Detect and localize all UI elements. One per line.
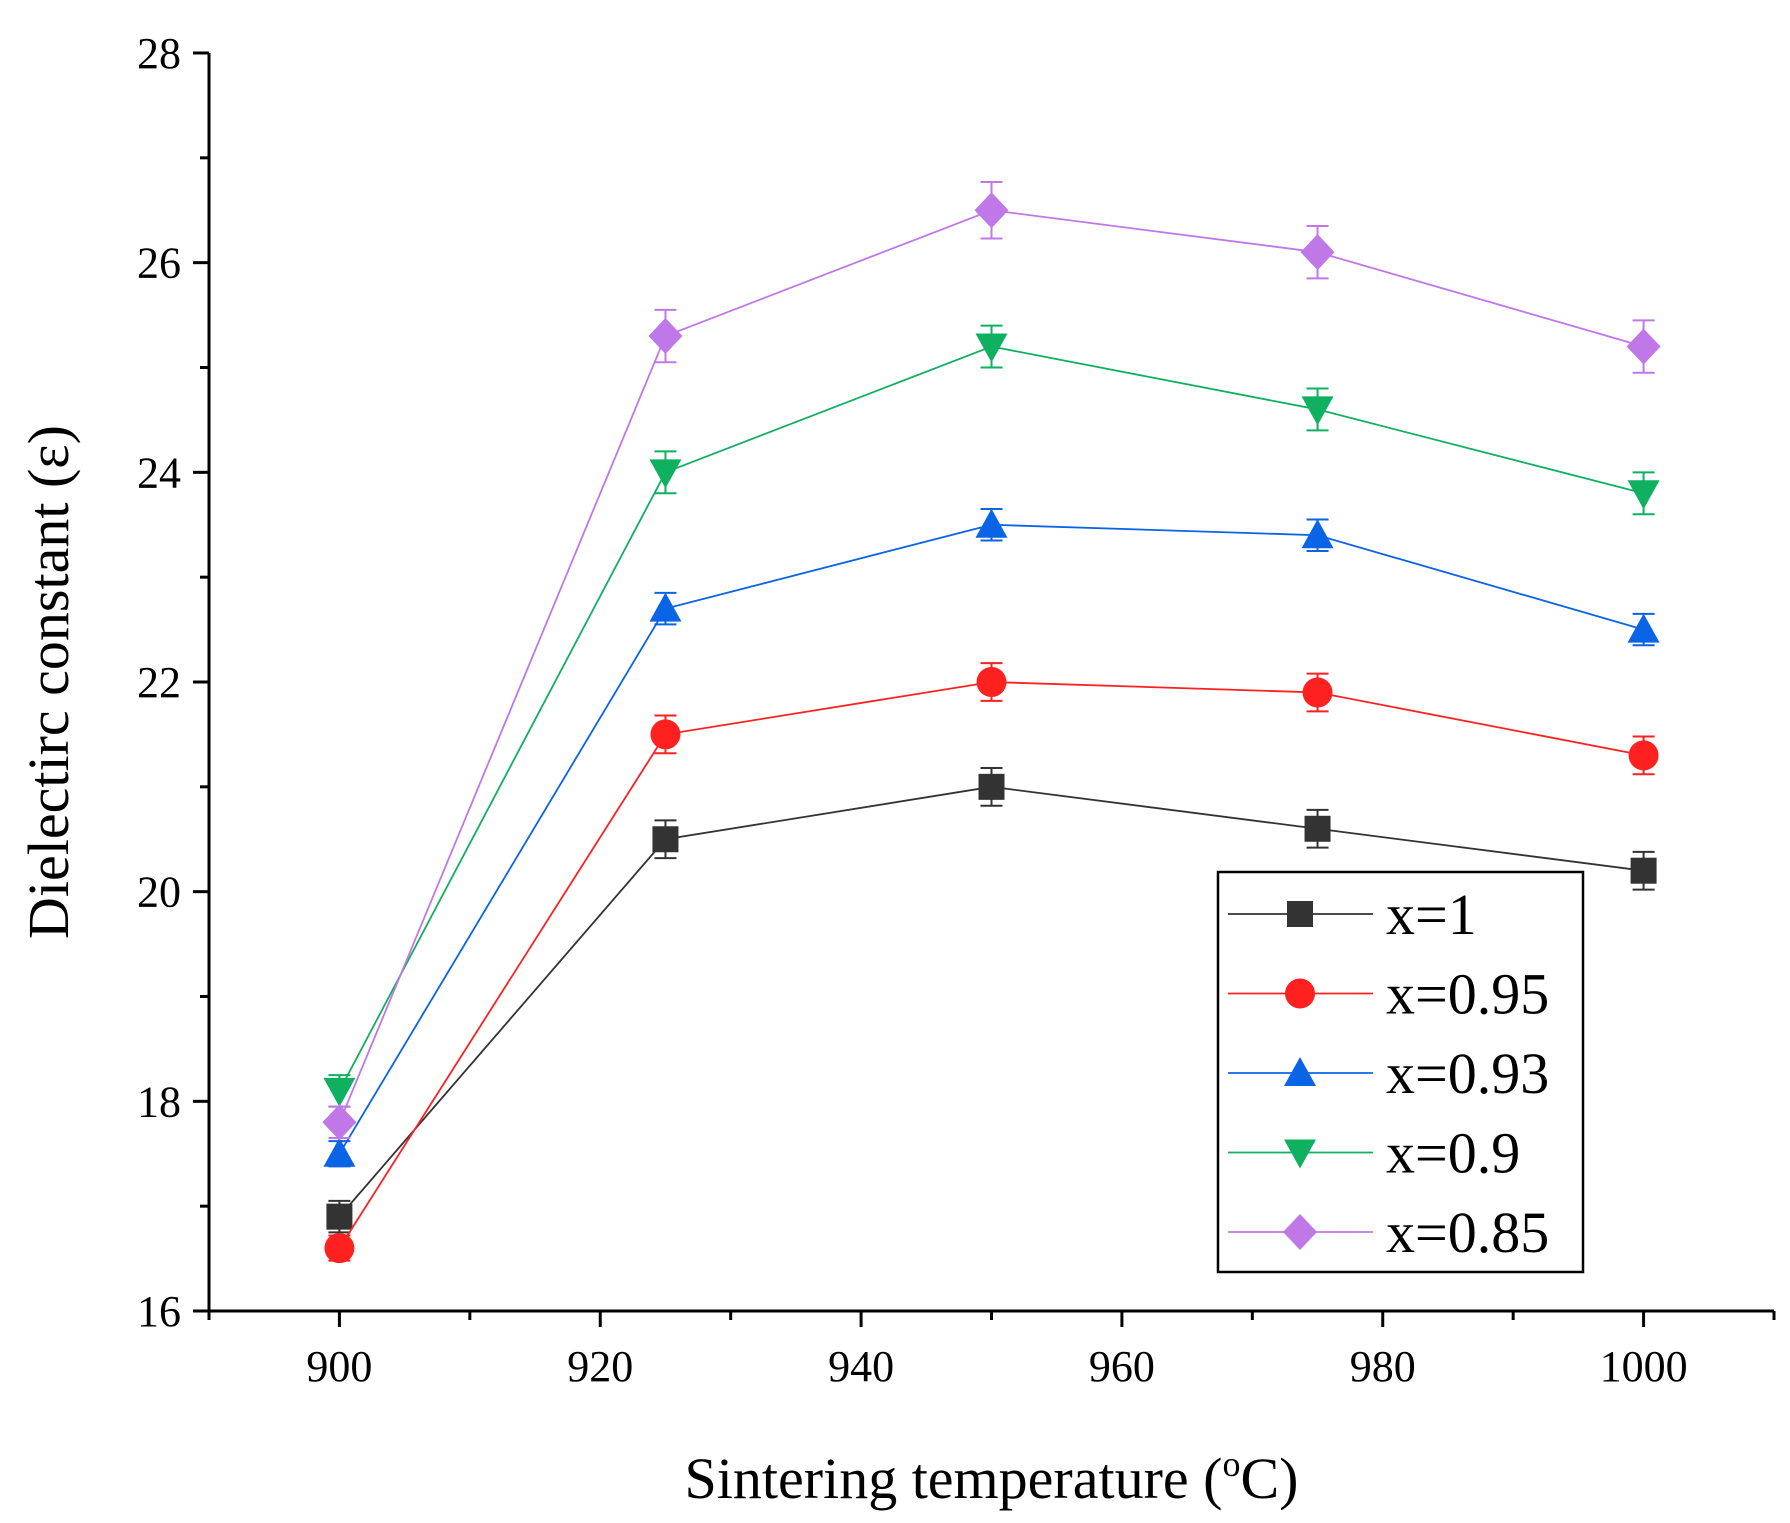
data-point [974,192,1009,229]
data-point [322,1104,357,1141]
x-tick-label: 960 [1089,1342,1155,1391]
data-point [1630,857,1657,884]
x-tick-label: 1000 [1600,1342,1688,1391]
legend-entry: x=0.85 [1228,1200,1549,1265]
legend-entry: x=0.95 [1228,962,1549,1027]
series-layer [322,180,1661,1264]
legend-label: x=0.93 [1386,1041,1549,1106]
data-point [1627,613,1660,643]
legend-marker [1285,978,1315,1009]
y-tick-label: 26 [137,239,181,288]
series-x=1 [326,766,1657,1234]
data-point [323,1137,356,1167]
data-point [1626,328,1661,365]
data-point [975,333,1008,363]
y-tick-label: 16 [137,1287,181,1336]
x-tick-label: 920 [567,1342,633,1391]
data-point [976,667,1007,697]
y-tick-label: 18 [137,1077,181,1126]
legend-label: x=1 [1386,882,1477,947]
legend-label: x=0.85 [1386,1200,1549,1265]
y-axis-title: Dielectirc constant (ε) [16,425,81,939]
y-tick-label: 24 [137,448,181,497]
legend-label: x=0.95 [1386,962,1549,1027]
legend-entry: x=1 [1228,882,1477,947]
legend-marker [1287,901,1313,927]
y-tick-label: 20 [137,868,181,917]
data-point [326,1203,353,1230]
data-point [652,826,679,853]
data-point [649,459,682,489]
data-point [648,318,683,355]
data-point [323,1077,356,1107]
series-x=0.85 [322,180,1661,1141]
data-point [1628,740,1659,771]
legend: x=1 x=0.95 x=0.93 x=0.9 x=0.85 [1216,870,1585,1274]
legend-marker [1284,1057,1316,1086]
series-x=0.9 [323,324,1660,1108]
x-tick-label: 940 [828,1342,894,1391]
data-point [650,719,681,750]
data-point [978,773,1005,800]
series-x=0.95 [324,662,1659,1264]
legend-label: x=0.9 [1386,1121,1520,1186]
legend-marker [1284,1139,1316,1169]
data-point [1301,396,1334,426]
data-point [1627,480,1660,510]
data-point [649,592,682,622]
data-point [1301,519,1334,549]
x-axis-title: Sintering temperature (oC) [685,1444,1299,1511]
legend-box [1216,870,1585,1274]
data-point [1302,677,1333,708]
data-point [1304,815,1331,842]
data-point [975,508,1008,538]
legend-entry: x=0.93 [1228,1041,1549,1106]
x-tick-label: 980 [1350,1342,1416,1391]
legend-entry: x=0.9 [1228,1121,1520,1186]
x-tick-label: 900 [306,1342,372,1391]
data-point [324,1233,355,1264]
legend-marker [1283,1214,1317,1250]
data-point [1300,234,1335,271]
series-x=0.93 [323,508,1660,1168]
y-tick-label: 28 [137,29,181,78]
axes: 16 18 20 22 24 26 28 900 920 940 960 980 1000 [137,29,1776,1391]
y-tick-label: 22 [137,658,181,707]
